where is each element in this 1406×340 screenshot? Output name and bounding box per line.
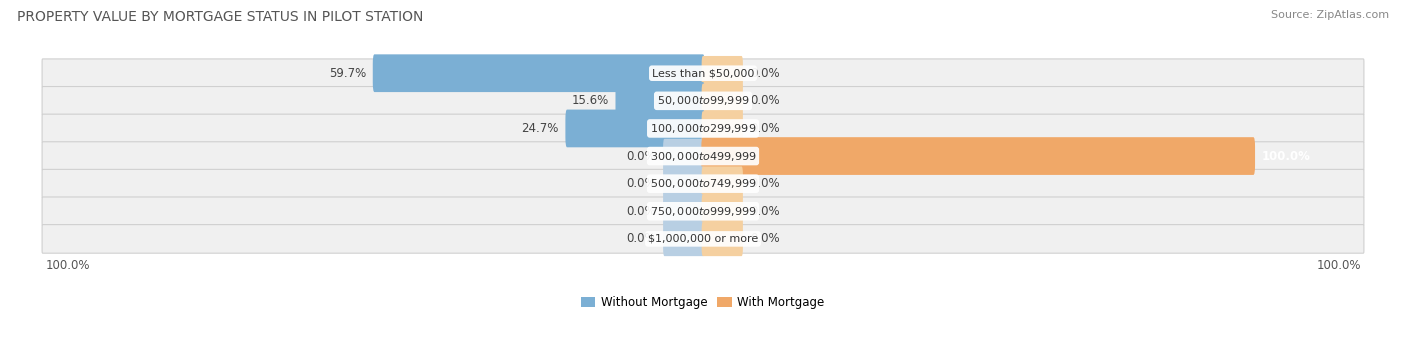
Text: 0.0%: 0.0% [749, 205, 779, 218]
Text: 0.0%: 0.0% [627, 233, 657, 245]
Text: 0.0%: 0.0% [749, 177, 779, 190]
Text: 0.0%: 0.0% [627, 205, 657, 218]
Text: $100,000 to $299,999: $100,000 to $299,999 [650, 122, 756, 135]
Text: 100.0%: 100.0% [45, 259, 90, 272]
Text: Source: ZipAtlas.com: Source: ZipAtlas.com [1271, 10, 1389, 20]
Text: 0.0%: 0.0% [627, 177, 657, 190]
Text: 0.0%: 0.0% [749, 233, 779, 245]
FancyBboxPatch shape [702, 56, 742, 90]
FancyBboxPatch shape [702, 222, 742, 256]
Text: 100.0%: 100.0% [1316, 259, 1361, 272]
Text: 0.0%: 0.0% [749, 122, 779, 135]
FancyBboxPatch shape [664, 222, 704, 256]
Text: 100.0%: 100.0% [1261, 150, 1310, 163]
FancyBboxPatch shape [565, 109, 704, 147]
Text: Less than $50,000: Less than $50,000 [652, 68, 754, 78]
Text: 24.7%: 24.7% [522, 122, 558, 135]
FancyBboxPatch shape [42, 59, 1364, 87]
Text: 59.7%: 59.7% [329, 67, 366, 80]
FancyBboxPatch shape [702, 137, 1256, 175]
FancyBboxPatch shape [42, 114, 1364, 143]
FancyBboxPatch shape [702, 111, 742, 146]
FancyBboxPatch shape [42, 225, 1364, 253]
Text: $1,000,000 or more: $1,000,000 or more [648, 234, 758, 244]
FancyBboxPatch shape [702, 194, 742, 228]
FancyBboxPatch shape [42, 87, 1364, 115]
FancyBboxPatch shape [702, 166, 742, 201]
Text: $50,000 to $99,999: $50,000 to $99,999 [657, 94, 749, 107]
Text: 15.6%: 15.6% [572, 94, 609, 107]
Text: $300,000 to $499,999: $300,000 to $499,999 [650, 150, 756, 163]
FancyBboxPatch shape [42, 169, 1364, 198]
FancyBboxPatch shape [664, 194, 704, 228]
Text: $750,000 to $999,999: $750,000 to $999,999 [650, 205, 756, 218]
FancyBboxPatch shape [373, 54, 704, 92]
FancyBboxPatch shape [42, 142, 1364, 170]
Text: 0.0%: 0.0% [627, 150, 657, 163]
FancyBboxPatch shape [664, 166, 704, 201]
FancyBboxPatch shape [702, 84, 742, 118]
FancyBboxPatch shape [42, 197, 1364, 225]
Legend: Without Mortgage, With Mortgage: Without Mortgage, With Mortgage [581, 296, 825, 309]
Text: 0.0%: 0.0% [749, 94, 779, 107]
Text: $500,000 to $749,999: $500,000 to $749,999 [650, 177, 756, 190]
Text: PROPERTY VALUE BY MORTGAGE STATUS IN PILOT STATION: PROPERTY VALUE BY MORTGAGE STATUS IN PIL… [17, 10, 423, 24]
FancyBboxPatch shape [616, 82, 704, 120]
FancyBboxPatch shape [664, 139, 704, 173]
Text: 0.0%: 0.0% [749, 67, 779, 80]
